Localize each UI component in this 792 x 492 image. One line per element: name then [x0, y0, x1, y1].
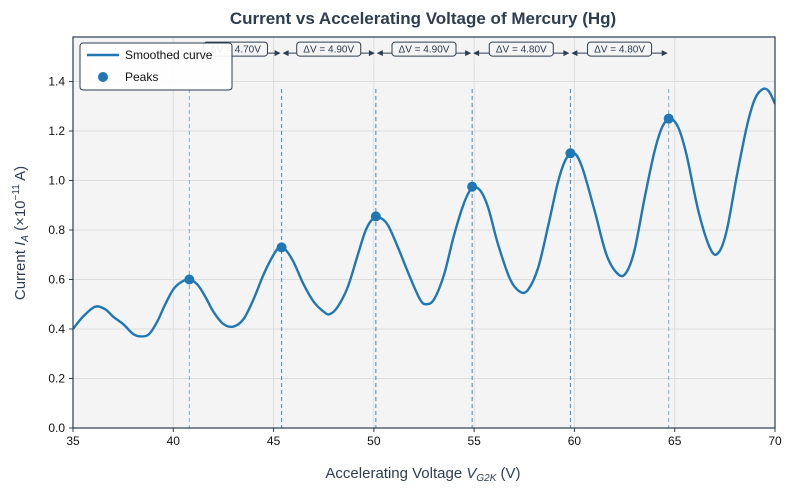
peak-point-5 — [663, 113, 674, 124]
delta-label-0: ΔV = 4.70V — [210, 45, 261, 56]
x-axis-label-suffix: (V) — [496, 465, 520, 482]
peak-point-2 — [370, 211, 381, 222]
delta-label-box-1 — [296, 41, 362, 57]
y-axis-label-sub: A — [20, 235, 31, 243]
legend: Smoothed curve Peaks — [79, 42, 233, 91]
delta-arrowhead-left-3 — [473, 50, 480, 57]
series-peaks — [184, 113, 674, 285]
x-tick-label-3: 50 — [367, 434, 381, 448]
x-axis-label-prefix: Accelerating Voltage — [325, 465, 466, 482]
y-tick-label-2: 0.4 — [48, 322, 65, 336]
y-axis-label-var: I — [12, 242, 29, 246]
y-tick-label-5: 1.0 — [48, 174, 65, 188]
x-axis-label-var: V — [466, 465, 478, 482]
delta-arrowhead-right-1 — [368, 50, 375, 57]
delta-label-3: ΔV = 4.80V — [496, 45, 547, 56]
peak-vlines — [188, 88, 670, 428]
delta-label-4: ΔV = 4.80V — [594, 45, 645, 56]
peak-point-0 — [184, 274, 195, 285]
peak-point-4 — [565, 148, 576, 159]
delta-arrowhead-right-2 — [465, 50, 472, 57]
x-tick-label-0: 35 — [66, 434, 80, 448]
y-tick-label-4: 0.8 — [48, 223, 65, 237]
x-tick-label-4: 55 — [467, 434, 481, 448]
y-tick-label-3: 0.6 — [48, 273, 65, 287]
legend-peak-swatch — [98, 72, 108, 82]
delta-label-1: ΔV = 4.90V — [303, 45, 354, 56]
y-axis-label: Current IA (×10−11 A) — [11, 166, 31, 300]
x-axis-label: Accelerating Voltage VG2K (V) — [325, 465, 520, 484]
delta-arrowhead-right-3 — [563, 50, 570, 57]
delta-label-box-3 — [488, 41, 554, 57]
x-tick-label-5: 60 — [568, 434, 582, 448]
y-axis-label-suffix: A) — [12, 166, 29, 184]
delta-annotations: ΔV = 4.70V ΔV = 4.90V ΔV = 4.90V ΔV = 4.80V… — [190, 41, 668, 57]
chart-title: Current vs Accelerating Voltage of Mercu… — [230, 9, 616, 28]
delta-arrowhead-right-0 — [274, 50, 281, 57]
delta-arrowhead-left-1 — [282, 50, 289, 57]
y-axis-label-sup: −11 — [11, 184, 22, 201]
legend-entry-peaks: Peaks — [125, 70, 158, 84]
delta-arrowhead-left-4 — [571, 50, 578, 57]
delta-label-2: ΔV = 4.90V — [399, 45, 450, 56]
plot-area — [73, 37, 775, 428]
y-axis-label-mid: (×10 — [12, 200, 29, 235]
delta-arrowhead-right-4 — [661, 50, 668, 57]
peak-point-3 — [467, 181, 478, 192]
x-axis-label-sub: G2K — [476, 473, 497, 484]
plot-frame — [72, 36, 776, 429]
peak-point-1 — [276, 242, 287, 253]
y-tick-label-1: 0.2 — [48, 372, 65, 386]
legend-entry-smoothed-curve: Smoothed curve — [125, 48, 213, 62]
delta-label-box-2 — [391, 41, 457, 57]
y-tick-label-7: 1.4 — [48, 75, 65, 89]
axis-ticks: 35 40 45 50 55 60 65 70 0.0 0.2 0.4 0.6 0.8 1.0 1.2 1.4 — [48, 75, 782, 448]
delta-label-box-4 — [587, 41, 653, 57]
x-tick-label-6: 65 — [668, 434, 682, 448]
delta-arrowhead-left-2 — [376, 50, 383, 57]
x-tick-label-2: 45 — [267, 434, 281, 448]
y-tick-label-0: 0.0 — [48, 421, 65, 435]
x-tick-label-1: 40 — [167, 434, 181, 448]
gridlines — [73, 37, 775, 428]
x-tick-label-7: 70 — [768, 434, 782, 448]
y-tick-label-6: 1.2 — [48, 124, 65, 138]
y-axis-label-prefix: Current — [12, 246, 29, 300]
